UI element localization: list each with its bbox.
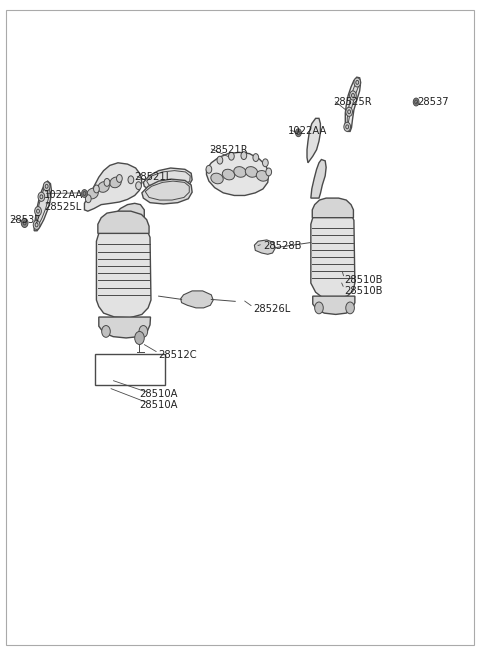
Circle shape bbox=[104, 178, 110, 186]
Circle shape bbox=[346, 107, 352, 117]
Text: 1022AA: 1022AA bbox=[288, 126, 327, 136]
Circle shape bbox=[43, 181, 50, 191]
Circle shape bbox=[38, 192, 45, 201]
Text: 28525L: 28525L bbox=[44, 202, 81, 212]
Circle shape bbox=[253, 154, 259, 162]
Ellipse shape bbox=[245, 166, 258, 178]
Polygon shape bbox=[84, 163, 142, 211]
Polygon shape bbox=[99, 317, 151, 338]
Text: 28510A: 28510A bbox=[139, 400, 178, 409]
Ellipse shape bbox=[87, 188, 98, 199]
Circle shape bbox=[85, 195, 91, 202]
Circle shape bbox=[135, 331, 144, 345]
Polygon shape bbox=[345, 77, 360, 132]
Circle shape bbox=[344, 122, 350, 132]
Text: 1022AA: 1022AA bbox=[44, 191, 83, 200]
Text: 28537: 28537 bbox=[9, 215, 41, 225]
Ellipse shape bbox=[110, 177, 121, 188]
Polygon shape bbox=[96, 223, 151, 318]
Circle shape bbox=[346, 302, 354, 314]
Circle shape bbox=[136, 181, 142, 189]
Circle shape bbox=[266, 168, 272, 176]
Circle shape bbox=[413, 98, 419, 106]
Text: 28512C: 28512C bbox=[158, 350, 197, 360]
Polygon shape bbox=[206, 153, 269, 195]
Ellipse shape bbox=[211, 173, 223, 184]
Text: 28521L: 28521L bbox=[135, 172, 172, 182]
Polygon shape bbox=[312, 198, 353, 217]
Circle shape bbox=[94, 185, 99, 193]
Circle shape bbox=[296, 129, 301, 137]
Circle shape bbox=[241, 152, 247, 160]
Circle shape bbox=[33, 220, 40, 229]
Circle shape bbox=[217, 157, 223, 164]
Circle shape bbox=[315, 302, 323, 314]
Polygon shape bbox=[98, 211, 149, 233]
Text: 28525R: 28525R bbox=[333, 97, 372, 107]
Circle shape bbox=[263, 159, 268, 167]
Text: 28510B: 28510B bbox=[344, 286, 383, 296]
Polygon shape bbox=[180, 291, 213, 308]
Polygon shape bbox=[36, 185, 49, 225]
Text: 28528B: 28528B bbox=[263, 241, 301, 251]
Polygon shape bbox=[144, 168, 192, 191]
Ellipse shape bbox=[222, 169, 235, 180]
Polygon shape bbox=[311, 160, 326, 198]
Circle shape bbox=[228, 153, 234, 160]
Circle shape bbox=[206, 166, 212, 174]
Text: 28510B: 28510B bbox=[344, 276, 383, 286]
Polygon shape bbox=[313, 296, 355, 314]
Circle shape bbox=[354, 78, 360, 87]
Circle shape bbox=[128, 176, 134, 183]
Ellipse shape bbox=[234, 166, 246, 178]
Polygon shape bbox=[142, 179, 192, 204]
Circle shape bbox=[35, 206, 41, 215]
Polygon shape bbox=[111, 203, 144, 232]
Polygon shape bbox=[311, 208, 355, 299]
Ellipse shape bbox=[256, 170, 269, 181]
Circle shape bbox=[117, 174, 122, 182]
Text: 28510A: 28510A bbox=[139, 389, 178, 399]
Ellipse shape bbox=[98, 181, 109, 193]
Circle shape bbox=[102, 326, 110, 337]
Text: 28537: 28537 bbox=[417, 97, 449, 107]
Circle shape bbox=[21, 218, 28, 227]
Bar bbox=[95, 354, 165, 385]
Polygon shape bbox=[34, 181, 51, 231]
Circle shape bbox=[349, 91, 356, 100]
Text: 28526L: 28526L bbox=[253, 304, 291, 314]
Text: 28521R: 28521R bbox=[209, 145, 248, 155]
Circle shape bbox=[139, 326, 148, 337]
Circle shape bbox=[82, 189, 87, 197]
Polygon shape bbox=[254, 240, 276, 254]
Polygon shape bbox=[347, 81, 359, 128]
Polygon shape bbox=[307, 119, 321, 163]
